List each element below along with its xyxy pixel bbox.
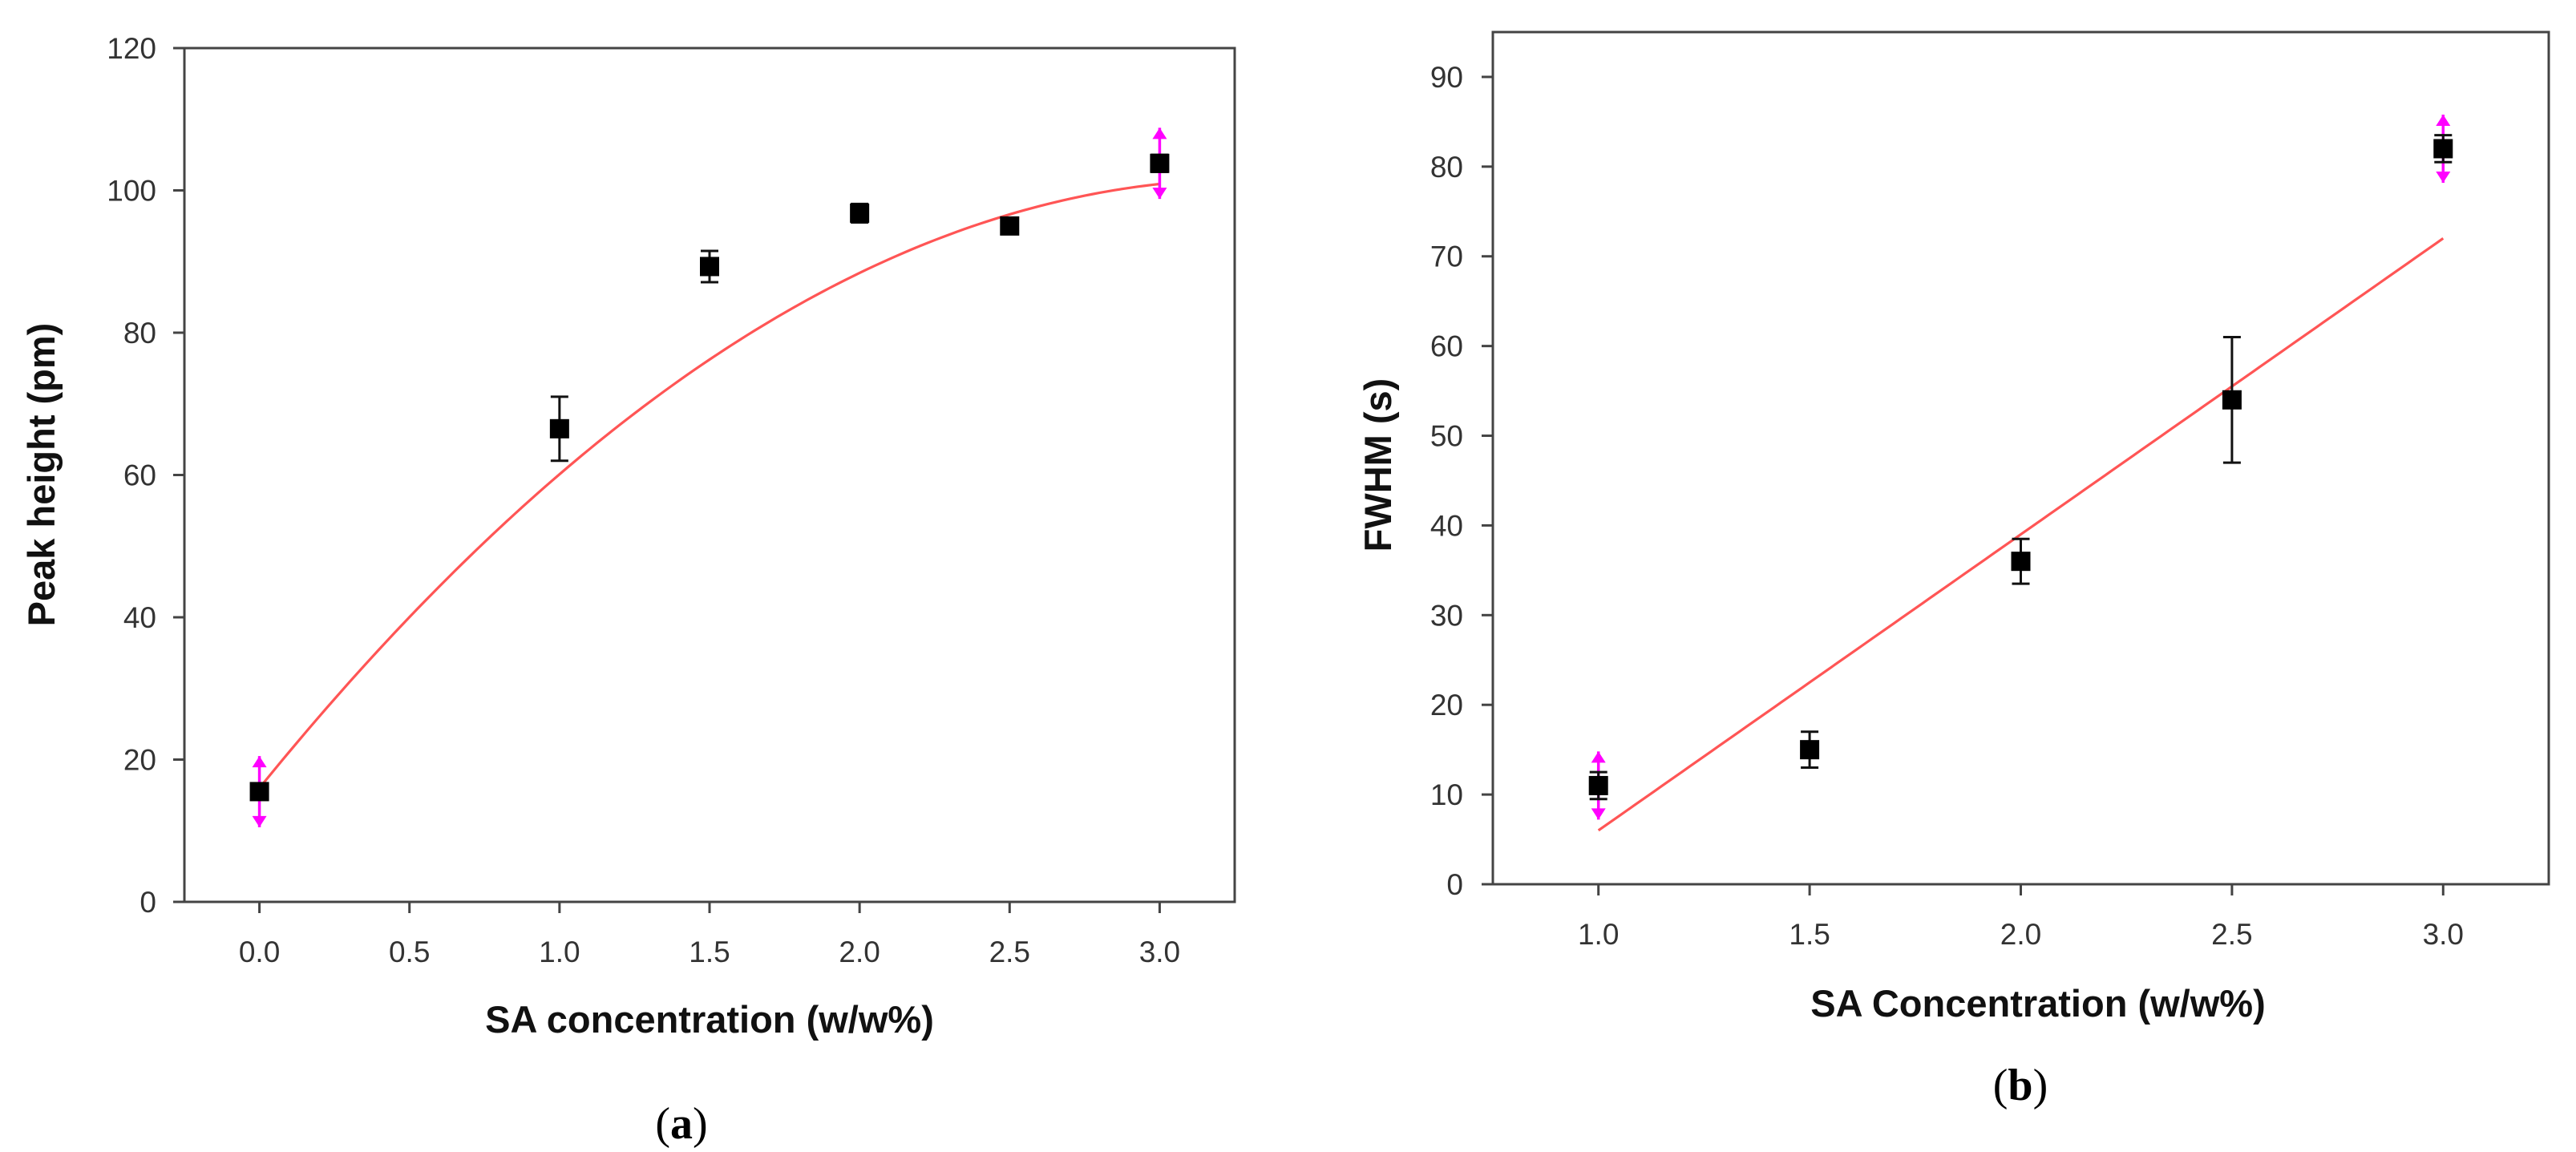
- data-marker: [1000, 216, 1020, 236]
- data-point: [850, 202, 870, 224]
- panel-letter-a: a: [670, 1099, 693, 1149]
- x-tick-label: 3.0: [1139, 936, 1180, 968]
- data-marker: [249, 782, 269, 802]
- data-point: [2011, 537, 2031, 585]
- data-marker: [700, 257, 719, 277]
- x-tick-label: 2.0: [2000, 918, 2041, 951]
- y-tick-label: 20: [1430, 689, 1463, 722]
- x-tick-label: 0.0: [239, 936, 280, 968]
- data-point: [700, 249, 719, 284]
- x-tick-label: 0.5: [389, 936, 430, 968]
- data-marker: [2222, 390, 2242, 410]
- data-point: [549, 395, 569, 463]
- y-tick-label: 120: [107, 32, 156, 65]
- highlight-arrow-up: [2436, 114, 2451, 126]
- y-axis-title-b: FWHM (s): [1357, 378, 1399, 552]
- y-tick-label: 20: [123, 744, 156, 777]
- panel-label-a: (a): [655, 1099, 707, 1149]
- y-tick-label: 60: [1430, 330, 1463, 363]
- chart-panel-a: 0.0 0.5 1.0 1.5 2.0 2.5 3.0 0 20 40 60 80 100 120 SA…: [20, 32, 1236, 1149]
- x-tick-label: 2.5: [989, 936, 1030, 968]
- data-point: [2433, 114, 2453, 183]
- chart-panel-b: 1.0 1.5 2.0 2.5 3.0 0 10 20 30 40 50 60 70 80 90 SA C…: [1357, 30, 2550, 1110]
- fit-curve-group-b: [1597, 237, 2445, 832]
- y-tick-label: 30: [1430, 599, 1463, 632]
- x-tick-label: 2.5: [2211, 918, 2252, 951]
- y-tick-label: 90: [1430, 61, 1463, 94]
- highlight-arrow-down: [252, 815, 267, 827]
- highlight-arrow-up: [1591, 751, 1606, 763]
- y-tick-label: 70: [1430, 241, 1463, 273]
- data-marker: [850, 203, 870, 223]
- highlight-arrow-down: [1591, 808, 1606, 820]
- data-marker: [1588, 775, 1608, 795]
- data-point: [1000, 216, 1020, 236]
- x-tick-label: 3.0: [2423, 918, 2464, 951]
- panel-letter-b: b: [2008, 1061, 2032, 1110]
- data-point: [2222, 335, 2242, 464]
- x-tick-label: 1.5: [1789, 918, 1830, 951]
- y-tick-label: 80: [1430, 151, 1463, 184]
- highlight-arrow-up: [1152, 127, 1167, 139]
- y-tick-label: 10: [1430, 778, 1463, 811]
- panel-label-b: (b): [1993, 1061, 2048, 1110]
- y-tick-label: 40: [1430, 509, 1463, 542]
- x-axis-title-b: SA Concentration (w/w%): [1810, 982, 2266, 1025]
- highlight-arrow-down: [2436, 171, 2451, 183]
- data-point: [1588, 751, 1608, 820]
- data-marker: [1150, 153, 1170, 173]
- y-axis-title-a: Peak height (pm): [20, 323, 63, 627]
- fit-curve: [258, 182, 1160, 790]
- x-tick-label: 1.0: [539, 936, 580, 968]
- x-axis-title-a: SA concentration (w/w%): [485, 998, 934, 1041]
- y-tick-label: 50: [1430, 420, 1463, 453]
- highlight-arrow-down: [1152, 188, 1167, 200]
- data-point: [1800, 730, 1820, 770]
- x-axis-ticks-b: 1.0 1.5 2.0 2.5 3.0: [1578, 884, 2464, 951]
- x-tick-label: 2.0: [839, 936, 880, 968]
- data-marker: [1800, 740, 1820, 760]
- data-point: [249, 756, 269, 827]
- y-tick-label: 60: [123, 459, 156, 492]
- data-marker: [549, 418, 569, 439]
- y-tick-label: 100: [107, 175, 156, 208]
- data-points-b: [1588, 114, 2453, 820]
- fit-curve: [1597, 237, 2445, 832]
- x-axis-ticks-a: 0.0 0.5 1.0 1.5 2.0 2.5 3.0: [239, 902, 1180, 968]
- fit-curve-group-a: [258, 182, 1160, 790]
- data-marker: [2011, 552, 2031, 572]
- data-point: [1150, 127, 1170, 200]
- data-points-a: [249, 127, 1170, 827]
- highlight-arrow-up: [252, 756, 267, 768]
- data-marker: [2433, 139, 2453, 159]
- y-axis-ticks-a: 0 20 40 60 80 100 120: [107, 32, 184, 919]
- plot-frame-a: [183, 46, 1236, 903]
- plot-frame-b: [1491, 30, 2550, 886]
- y-axis-ticks-b: 0 10 20 30 40 50 60 70 80 90: [1430, 61, 1493, 901]
- y-tick-label: 0: [140, 886, 156, 919]
- y-tick-label: 80: [123, 317, 156, 350]
- x-tick-label: 1.0: [1578, 918, 1619, 951]
- y-tick-label: 0: [1446, 868, 1463, 901]
- y-tick-label: 40: [123, 601, 156, 634]
- x-tick-label: 1.5: [689, 936, 730, 968]
